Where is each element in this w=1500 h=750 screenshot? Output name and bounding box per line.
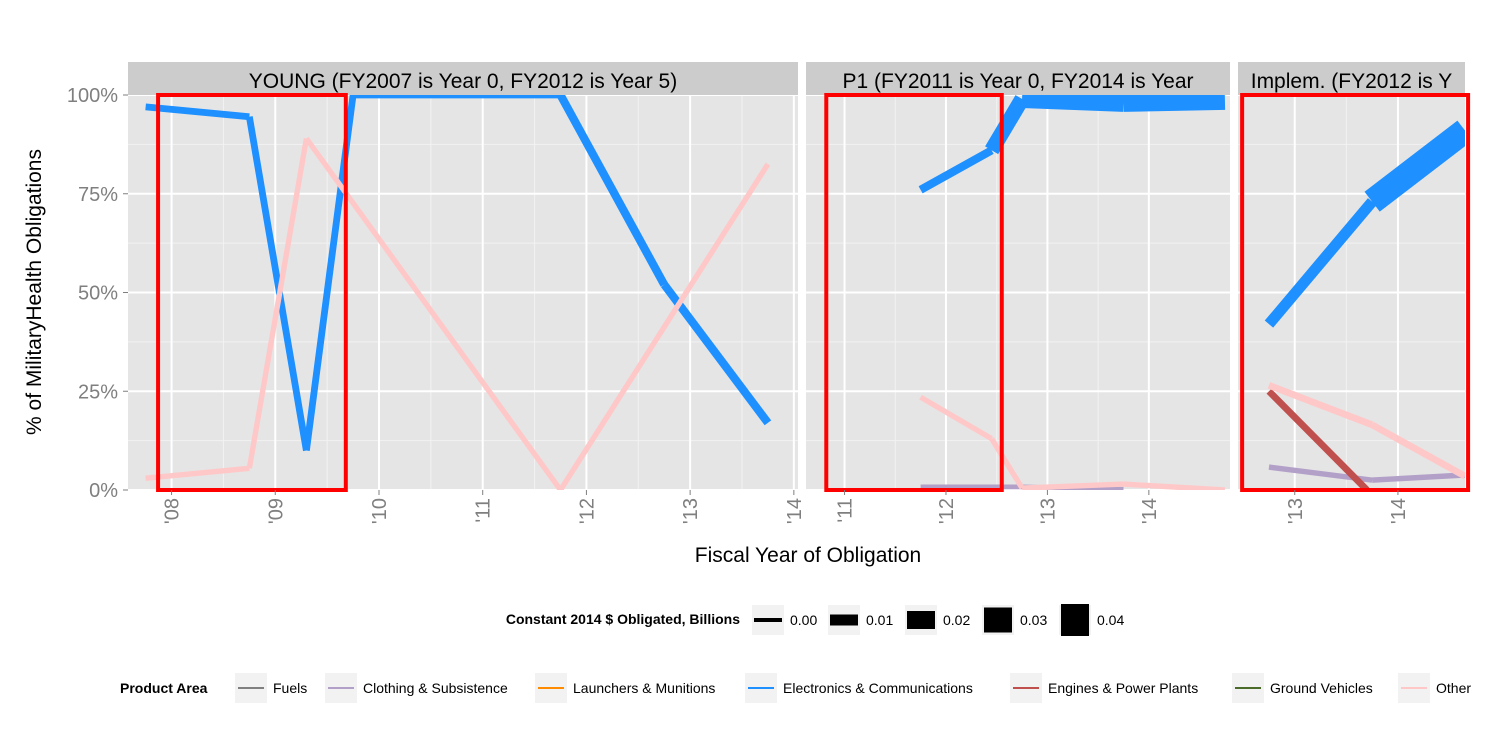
- size-legend: Constant 2014 $ Obligated, Billions 0.00…: [506, 604, 1124, 636]
- x-tick-label: '13: [1037, 498, 1059, 524]
- size-legend-label: 0.01: [866, 612, 893, 628]
- size-legend-label: 0.00: [790, 612, 817, 628]
- facet-panels: YOUNG (FY2007 is Year 0, FY2012 is Year …: [128, 62, 1471, 524]
- series-segment-other: [246, 137, 310, 469]
- series-segment-electronics-communications: [660, 282, 772, 426]
- color-legend-label: Ground Vehicles: [1270, 680, 1373, 696]
- color-legend-label: Launchers & Munitions: [573, 680, 715, 696]
- x-tick-label: '12: [576, 498, 598, 524]
- series-segment-other: [558, 162, 771, 490]
- facet-strip-title: P1 (FY2011 is Year 0, FY2014 is Year: [842, 70, 1193, 93]
- highlight-box: [824, 93, 1004, 492]
- series-segment-other: [989, 437, 1025, 490]
- facet-panel: P1 (FY2011 is Year 0, FY2014 is Year '11 '…: [806, 62, 1230, 524]
- series-segment-electronics-communications: [1021, 95, 1124, 112]
- highlight-box: [1240, 93, 1471, 492]
- series-segment-electronics-communications: [985, 95, 1029, 155]
- size-legend-label: 0.03: [1020, 612, 1047, 628]
- y-tick-label: 50%: [78, 283, 118, 305]
- facet-strip-title: YOUNG (FY2007 is Year 0, FY2012 is Year …: [249, 70, 677, 93]
- color-legend-label: Electronics & Communications: [783, 680, 973, 696]
- y-axis: 0% 25% 50% 75% 100%: [67, 85, 128, 502]
- facet-strip: [806, 62, 1230, 95]
- x-tick-label: '09: [265, 498, 287, 524]
- x-tick-label: '10: [369, 498, 391, 524]
- series-segment-other: [1267, 382, 1374, 429]
- highlight-box: [156, 93, 348, 492]
- y-tick-label: 75%: [78, 184, 118, 206]
- x-tick-label: '13: [680, 498, 702, 524]
- x-tick-label: '11: [473, 498, 495, 523]
- facet-panel: Implem. (FY2012 is Y '13 '14: [1238, 62, 1471, 524]
- series-segment-electronics-communications: [245, 116, 310, 452]
- series-segment-other: [919, 394, 993, 441]
- series-segment-other: [145, 465, 250, 481]
- size-legend-label: 0.02: [943, 612, 970, 628]
- series-segment-electronics-communications: [556, 95, 668, 287]
- series-segment-electronics-communications: [1264, 198, 1377, 328]
- y-tick-label: 100%: [67, 85, 118, 107]
- color-legend-label: Other: [1436, 680, 1471, 696]
- size-legend-label: 0.04: [1097, 612, 1124, 628]
- y-axis-title: % of MilitaryHealth Obligations: [23, 149, 46, 435]
- series-segment-clothing-subsistence: [1371, 472, 1465, 483]
- series-segment-electronics-communications: [1364, 120, 1465, 212]
- series-segment-other: [1370, 421, 1465, 480]
- series-segment-other: [304, 136, 563, 490]
- x-tick-label: '14: [784, 498, 806, 524]
- panel-plot-area: [806, 95, 1230, 490]
- size-legend-title: Constant 2014 $ Obligated, Billions: [506, 611, 740, 627]
- series-segment-other: [1021, 481, 1124, 490]
- facet-panel: YOUNG (FY2007 is Year 0, FY2012 is Year …: [128, 62, 806, 524]
- facet-strip: [128, 62, 798, 95]
- facet-strip-title: Implem. (FY2012 is Y: [1251, 70, 1453, 93]
- x-tick-label: '12: [936, 498, 958, 524]
- series-segment-electronics-communications: [918, 146, 994, 194]
- x-tick-label: '14: [1139, 498, 1161, 524]
- color-legend-label: Fuels: [273, 680, 307, 696]
- series-segment-other: [1123, 481, 1226, 490]
- color-legend: Product Area Fuels Clothing & Subsistence…: [120, 673, 1471, 703]
- x-tick-label: '11: [835, 498, 857, 523]
- series-segment-electronics-communications: [145, 103, 250, 121]
- color-legend-label: Clothing & Subsistence: [363, 680, 508, 696]
- y-tick-label: 25%: [78, 381, 118, 403]
- series-segment-engines-power-plants: [1266, 388, 1370, 490]
- panel-plot-area: [1238, 95, 1465, 490]
- x-axis-title: Fiscal Year of Obligation: [695, 544, 921, 567]
- x-tick-label: '13: [1285, 498, 1307, 524]
- y-tick-label: 0%: [89, 480, 118, 502]
- series-segment-electronics-communications: [1123, 95, 1226, 112]
- color-legend-label: Engines & Power Plants: [1048, 680, 1198, 696]
- x-tick-label: '08: [162, 498, 184, 524]
- x-tick-label: '14: [1388, 498, 1410, 524]
- color-legend-title: Product Area: [120, 680, 208, 696]
- facet-strip: [1238, 62, 1465, 95]
